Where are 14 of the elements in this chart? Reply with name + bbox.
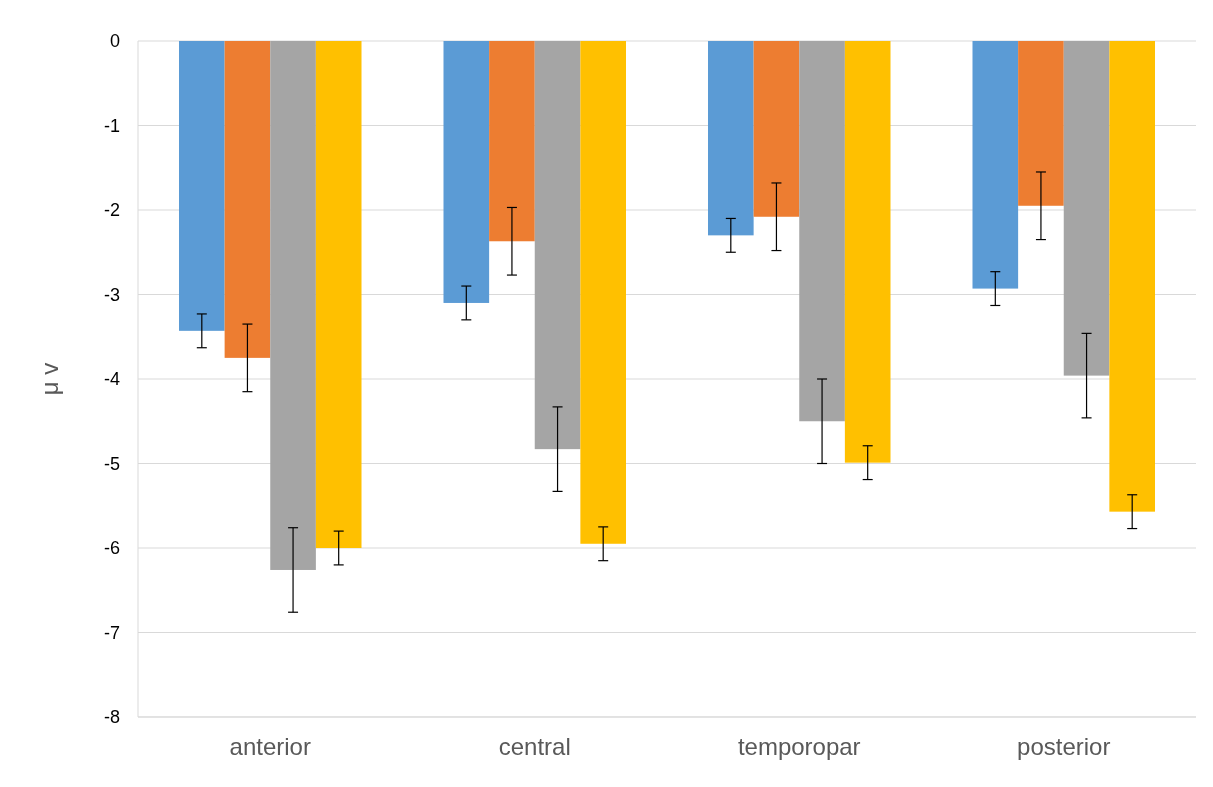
y-tick-label: 0 [109, 31, 120, 52]
y-tick-label: -3 [103, 284, 120, 305]
y-tick-label: -5 [103, 453, 120, 474]
x-tick-label: temporopar [737, 733, 861, 760]
x-tick-label: anterior [229, 733, 311, 760]
x-tick-label: posterior [1017, 733, 1111, 760]
y-tick-label: -1 [103, 115, 120, 136]
x-tick-label: central [498, 733, 571, 760]
y-tick-label: -2 [103, 200, 120, 221]
y-tick-label: -6 [103, 538, 120, 559]
y-tick-label: -7 [103, 622, 120, 643]
y-tick-label: -8 [103, 707, 120, 728]
y-tick-label: -4 [103, 369, 120, 390]
y-axis-title: μ v [36, 362, 63, 396]
